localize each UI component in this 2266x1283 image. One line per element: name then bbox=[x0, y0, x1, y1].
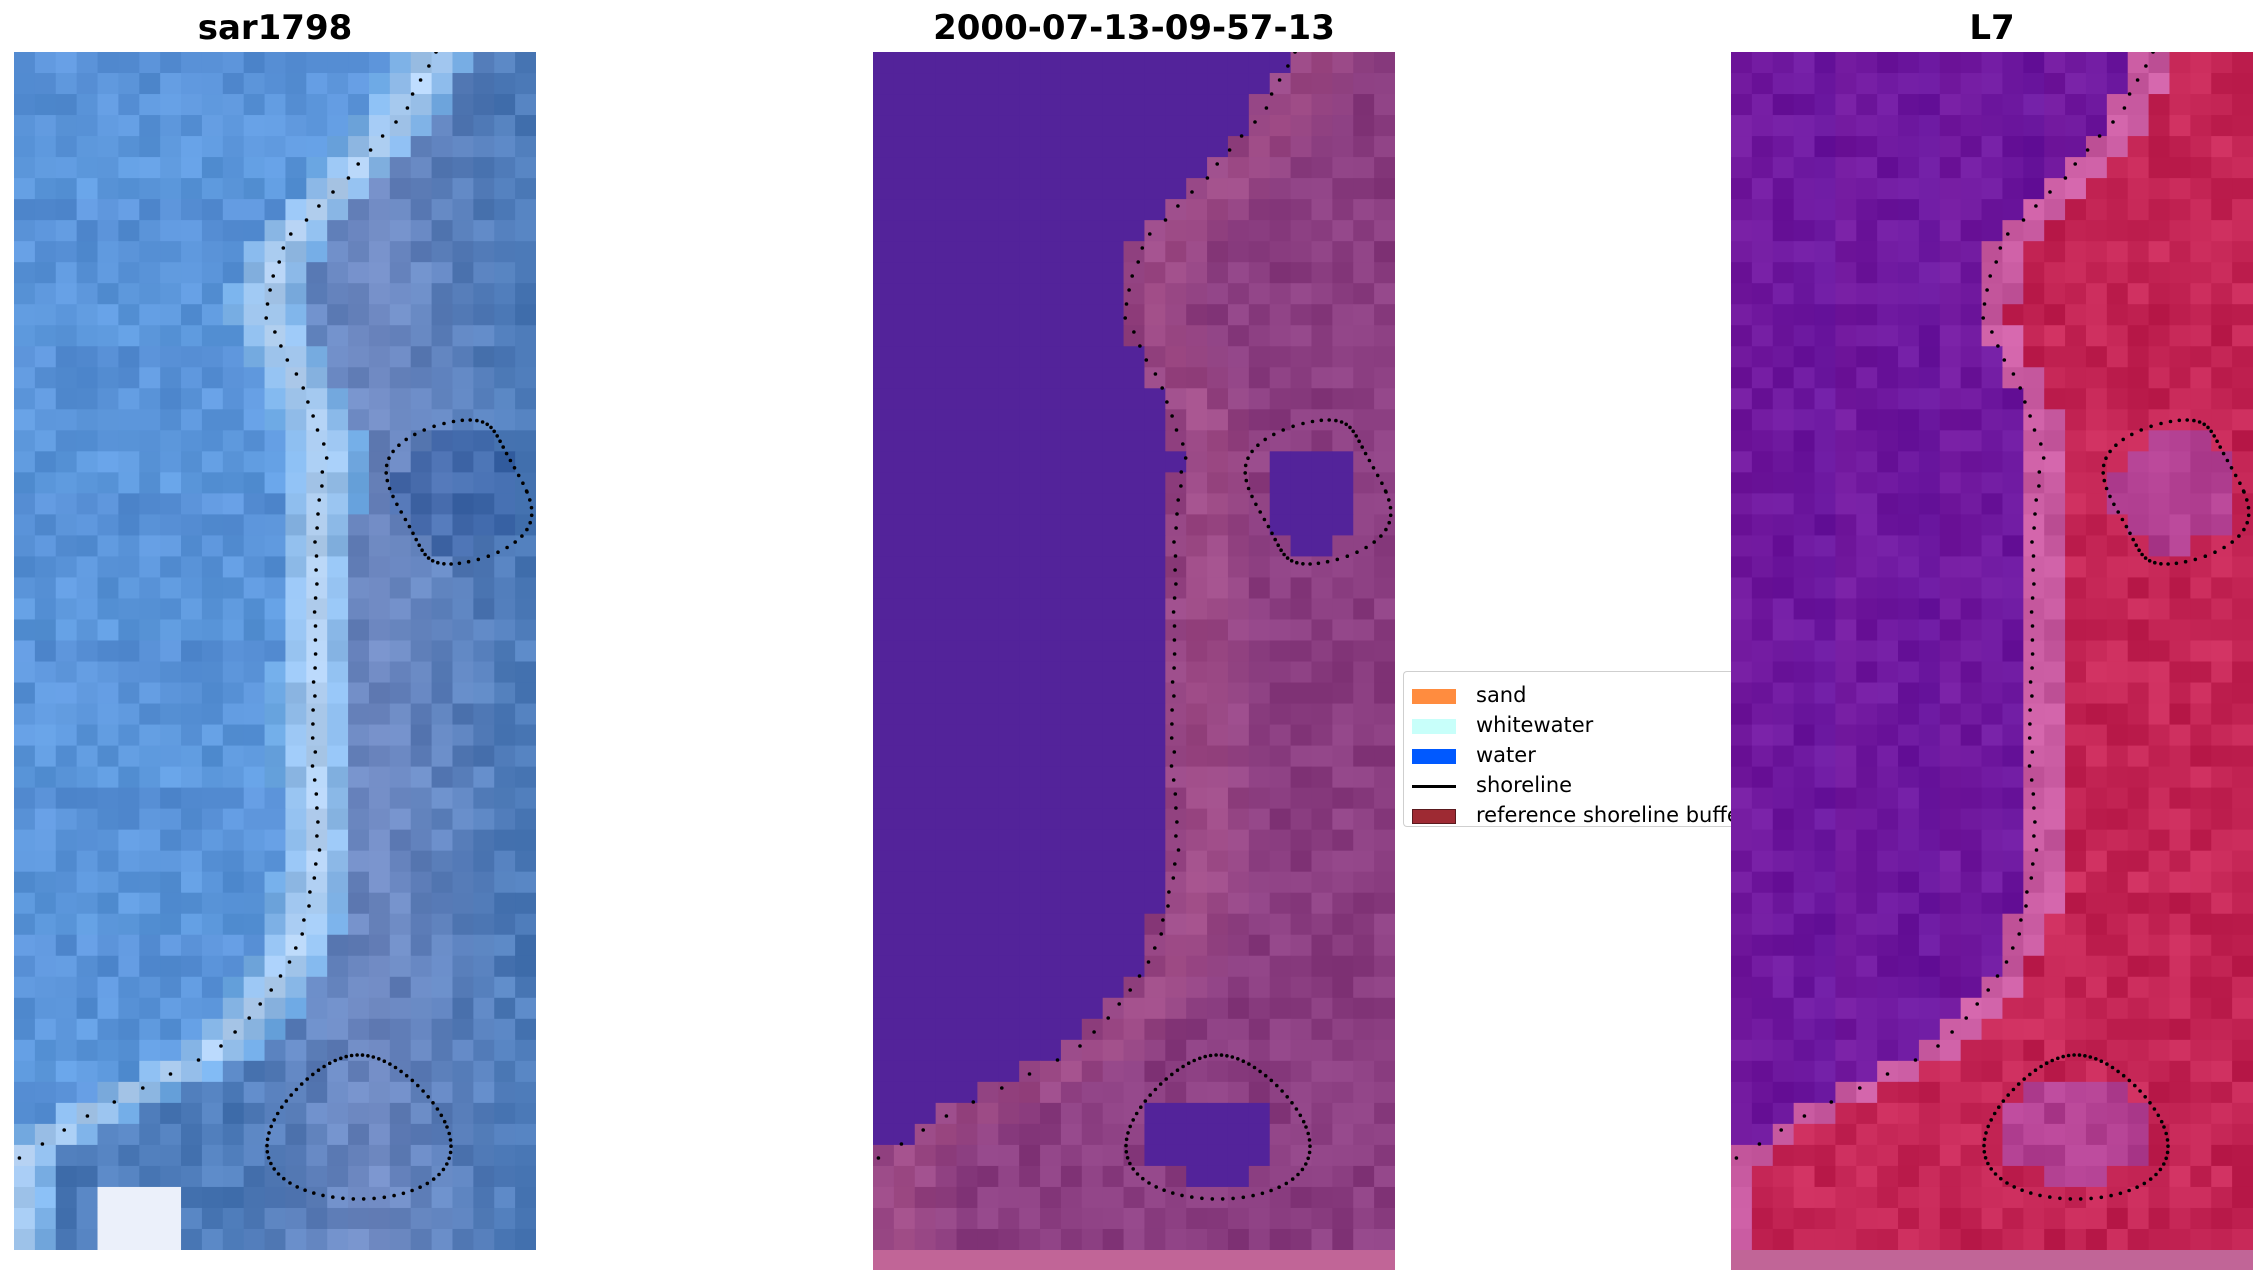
image-bottom-strip bbox=[873, 1250, 1395, 1270]
legend-item-whitewater: whitewater bbox=[1412, 710, 1731, 740]
panel-title-index: L7 bbox=[1969, 8, 2015, 48]
legend-item-water: water bbox=[1412, 740, 1731, 770]
legend-label: reference shoreline buffer bbox=[1476, 803, 1731, 827]
shoreline-line bbox=[1412, 785, 1456, 788]
legend: sand whitewater water shoreline referenc… bbox=[1403, 671, 1731, 827]
panel-title-classified: 2000-07-13-09-57-13 bbox=[933, 8, 1335, 48]
legend-item-sand: sand bbox=[1412, 680, 1731, 710]
shoreline-dots bbox=[1734, 52, 2251, 1201]
legend-item-shoreline: shoreline bbox=[1412, 770, 1731, 800]
legend-label: shoreline bbox=[1476, 773, 1573, 797]
panel-title-rgb: sar1798 bbox=[197, 8, 353, 48]
water-swatch bbox=[1412, 749, 1456, 764]
legend-item-reference-shoreline-buffer: reference shoreline buffer bbox=[1412, 800, 1731, 827]
shoreline-dots bbox=[17, 52, 534, 1201]
image-bottom-strip bbox=[1731, 1250, 2253, 1270]
classified-image-panel bbox=[873, 52, 1395, 1270]
reference-shoreline-buffer-swatch bbox=[1412, 809, 1456, 824]
pixel-grid bbox=[1731, 52, 2253, 1251]
legend-label: whitewater bbox=[1476, 713, 1594, 737]
sand-swatch bbox=[1412, 689, 1456, 704]
index-image-panel bbox=[1731, 52, 2253, 1270]
rgb-image-panel bbox=[14, 52, 536, 1250]
pixel-grid bbox=[14, 52, 536, 1250]
whitewater-swatch bbox=[1412, 719, 1456, 734]
legend-label: sand bbox=[1476, 683, 1527, 707]
legend-label: water bbox=[1476, 743, 1536, 767]
pixel-grid bbox=[873, 52, 1395, 1251]
shoreline-dots bbox=[876, 52, 1393, 1201]
